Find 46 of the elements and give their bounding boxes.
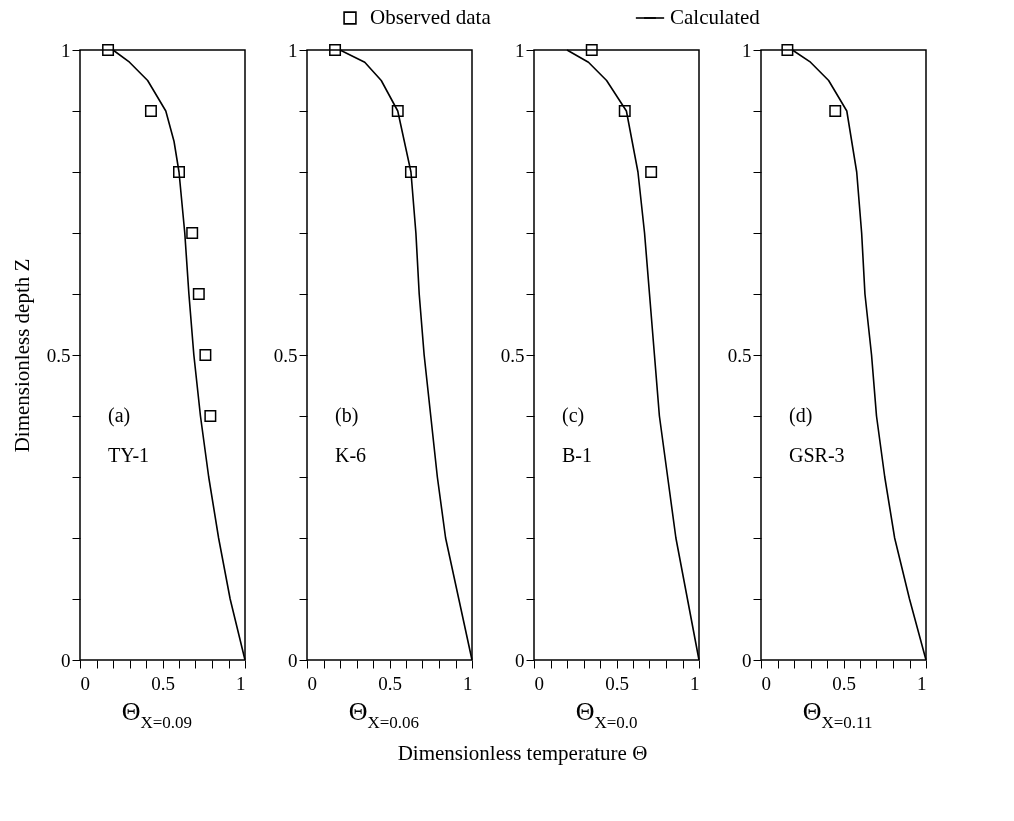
point <box>199 349 212 361</box>
y-tick-label: 0.5 <box>500 344 525 366</box>
legend-label: Calculated <box>670 5 761 29</box>
y-axis-title: Dimensionless depth Z <box>9 258 34 453</box>
x-tick-label: 1 <box>917 672 927 694</box>
point <box>329 44 342 56</box>
annotation: (d) <box>789 404 813 427</box>
point <box>192 288 205 300</box>
x-tick-label: 0 <box>80 672 90 694</box>
y-tick-label: 0.5 <box>46 344 71 366</box>
y-tick-label: 0.5 <box>273 344 298 366</box>
x-tick-label: 0 <box>761 672 771 694</box>
point <box>404 166 417 178</box>
annotation: (c) <box>562 404 585 427</box>
y-tick-label: 1 <box>61 39 71 61</box>
x-tick-label: 0 <box>534 672 544 694</box>
point <box>186 227 199 239</box>
y-tick-label: 1 <box>742 39 752 61</box>
annotation: (b) <box>335 404 359 427</box>
x-tick-label: 0.5 <box>151 672 175 694</box>
annotation: GSR-3 <box>789 444 845 466</box>
y-tick-label: 0 <box>742 649 752 671</box>
y-tick-label: 1 <box>288 39 298 61</box>
annotation: B-1 <box>562 444 592 466</box>
point <box>204 410 217 422</box>
point <box>102 44 115 56</box>
y-tick-label: 0.5 <box>727 344 752 366</box>
point <box>173 166 185 178</box>
annotation: TY-1 <box>108 444 150 466</box>
x-tick-label: 0.5 <box>378 672 402 694</box>
x-tick-label: 1 <box>236 672 246 694</box>
y-tick-label: 0 <box>515 649 525 671</box>
y-tick-label: 1 <box>515 39 525 61</box>
x-tick-label: 0.5 <box>832 672 856 694</box>
point <box>144 105 157 117</box>
x-tick-label: 1 <box>463 672 473 694</box>
x-tick-label: 1 <box>690 672 700 694</box>
annotation: (a) <box>108 404 131 427</box>
point <box>391 105 404 117</box>
x-tick-label: 0.5 <box>605 672 629 694</box>
annotation: K-6 <box>335 444 367 466</box>
y-tick-label: 0 <box>61 649 71 671</box>
legend-label: Observed data <box>370 5 492 29</box>
y-tick-label: 0 <box>288 649 298 671</box>
text: Dimensionless temperature Θ <box>397 741 648 765</box>
x-tick-label: 0 <box>307 672 317 694</box>
